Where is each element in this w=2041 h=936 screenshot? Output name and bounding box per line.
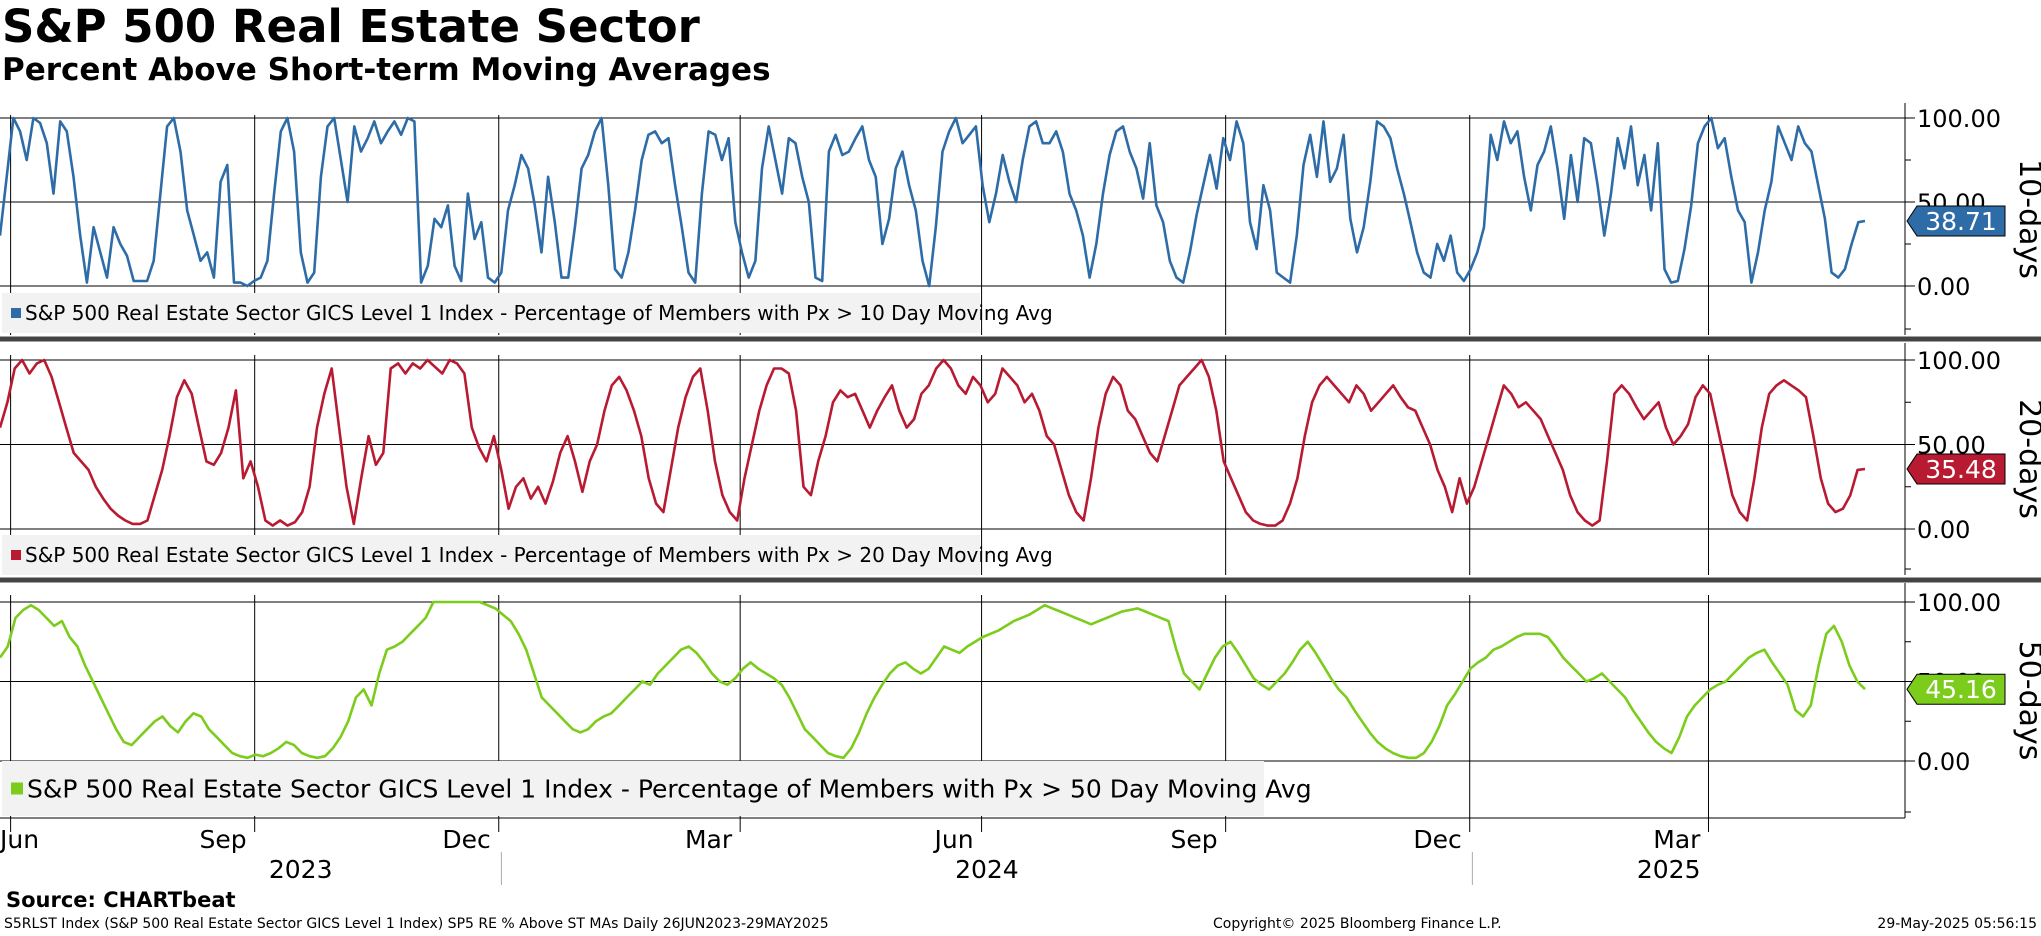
y-tick-label: 0.00 (1917, 748, 1970, 776)
legend-box (2, 293, 980, 333)
panel-axis-label: 50-days (2012, 641, 2041, 761)
footer-timestamp: 29-May-2025 05:56:15 (1877, 916, 2037, 932)
x-year-label: 2023 (269, 855, 333, 884)
x-tick-label: Mar (1653, 825, 1701, 854)
legend-swatch (11, 308, 21, 318)
last-value-label: 38.71 (1925, 207, 1997, 236)
footer-description: S5RLST Index (S&P 500 Real Estate Sector… (4, 916, 829, 932)
x-tick-label: Jun (933, 825, 974, 854)
x-axis: Jun Sep Dec Mar Jun Sep Dec Mar 2023 2024 2025 (0, 817, 1905, 885)
chart-title: S&P 500 Real Estate Sector (2, 0, 700, 53)
y-tick-label: 100.00 (1917, 589, 2001, 617)
chart-subtitle: Percent Above Short-term Moving Averages (2, 52, 771, 88)
y-tick-label: 0.00 (1917, 273, 1970, 301)
x-tick-label: Jun (0, 825, 39, 854)
x-tick-label: Mar (685, 825, 733, 854)
last-value-flag (1906, 673, 2006, 705)
x-tick-label: Sep (1171, 825, 1218, 854)
legend-label: S&P 500 Real Estate Sector GICS Level 1 … (25, 301, 1053, 325)
y-tick-label: 100.00 (1917, 347, 2001, 375)
series-line-50-days (0, 600, 1866, 760)
x-year-label: 2025 (1637, 855, 1701, 884)
y-tick-label: 100.00 (1917, 105, 2001, 133)
x-tick-label: Dec (1413, 825, 1461, 854)
x-year-label: 2024 (955, 855, 1019, 884)
legend-box (2, 535, 980, 575)
last-value-label: 35.48 (1925, 455, 1997, 484)
footer-copyright: Copyright© 2025 Bloomberg Finance L.P. (1213, 916, 1502, 932)
x-tick-label: Sep (200, 825, 247, 854)
last-value-label: 45.16 (1925, 675, 1997, 704)
source-label: Source: CHARTbeat (6, 888, 236, 912)
legend-swatch (11, 782, 23, 795)
legend-swatch (11, 550, 21, 560)
last-value-flag (1906, 205, 2006, 237)
panel-axis-label: 10-days (2012, 159, 2041, 279)
series-line-10-days (0, 116, 1866, 288)
legend-box (2, 761, 1264, 816)
panel-axis-label: 20-days (2012, 399, 2041, 519)
y-tick-label: 0.00 (1917, 516, 1970, 544)
legend-label: S&P 500 Real Estate Sector GICS Level 1 … (27, 775, 1312, 804)
x-tick-label: Dec (442, 825, 490, 854)
series-line-20-days (0, 358, 1866, 527)
legend-label: S&P 500 Real Estate Sector GICS Level 1 … (25, 543, 1053, 567)
last-value-flag (1906, 453, 2006, 485)
